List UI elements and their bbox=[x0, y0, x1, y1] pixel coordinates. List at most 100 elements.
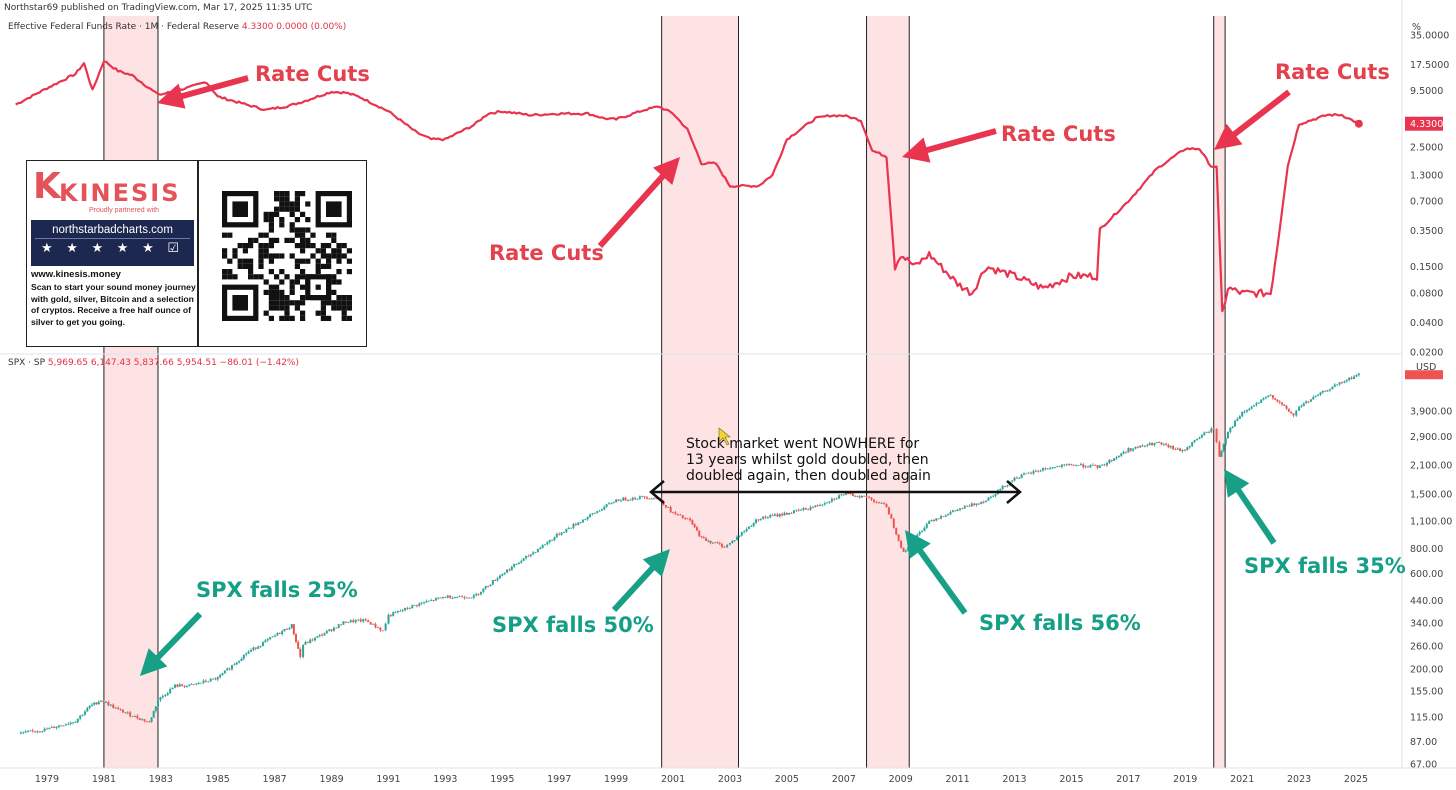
spx-candle-body bbox=[1068, 464, 1071, 465]
partner-site-badge[interactable]: northstarbadcharts.com ★ ★ ★ ★ ★ ☑ bbox=[31, 220, 194, 266]
spx-candle-body bbox=[1049, 468, 1052, 470]
rate-price-axis[interactable]: 35.0000 17.5000 9.5000 4.3300 2.5000 1.3000 0.… bbox=[1405, 31, 1449, 359]
spx-candle-body bbox=[93, 702, 96, 705]
spx-candle-body bbox=[442, 597, 445, 598]
spx-candle-body bbox=[288, 628, 291, 630]
spx-candle-body bbox=[757, 519, 760, 521]
spx-candle-body bbox=[1285, 405, 1288, 409]
spx-tick-label: 600.00 bbox=[1410, 569, 1443, 580]
spx-candle-body bbox=[764, 516, 767, 518]
rating-stars: ★ ★ ★ ★ ★ ☑ bbox=[41, 240, 184, 255]
spx-candle-body bbox=[1058, 466, 1061, 468]
rate-series-legend[interactable]: Effective Federal Funds Rate · 1M · Fede… bbox=[8, 22, 346, 32]
rate-tick-label: 0.7000 bbox=[1410, 197, 1443, 208]
spx-candle-body bbox=[404, 607, 407, 611]
spx-candle-body bbox=[532, 552, 535, 555]
spx-candle-body bbox=[475, 593, 478, 596]
spx-candle-body bbox=[313, 637, 316, 641]
spx-candle-body bbox=[276, 633, 279, 636]
spx-candle-body bbox=[698, 530, 701, 537]
spx-candle-body bbox=[1129, 448, 1132, 451]
rate-tick-label: 35.0000 bbox=[1410, 31, 1449, 42]
spx-candle-body bbox=[439, 597, 442, 599]
spx-candle-body bbox=[494, 580, 497, 581]
spx-candle-body bbox=[72, 722, 75, 724]
spx-price-axis[interactable]: 3,900.00 2,900.00 2,100.00 1,500.00 1,100.00… bbox=[1405, 370, 1452, 771]
spx-candle-body bbox=[178, 684, 181, 687]
spx-candle-body bbox=[95, 702, 98, 705]
spx-candle-body bbox=[278, 633, 281, 635]
spx-candle-body bbox=[1298, 406, 1301, 411]
spx-candle-body bbox=[1264, 397, 1267, 399]
spx-candle-body bbox=[709, 540, 712, 543]
spx-candle-body bbox=[1319, 392, 1322, 395]
spx-candle-body bbox=[1278, 401, 1281, 403]
spx-candle-body bbox=[650, 498, 653, 500]
spx-candle-body bbox=[1307, 401, 1310, 403]
time-tick-label: 2011 bbox=[946, 774, 970, 785]
spx-candle-body bbox=[1269, 395, 1272, 396]
time-tick-label: 2023 bbox=[1287, 774, 1311, 785]
spx-candle-body bbox=[762, 516, 765, 520]
spx-candle-body bbox=[877, 502, 880, 504]
spx-candle-body bbox=[648, 498, 651, 500]
spx-candle-body bbox=[174, 684, 177, 688]
sponsor-website[interactable]: www.kinesis.money bbox=[31, 269, 121, 280]
spx-candle-body bbox=[1253, 405, 1256, 407]
spx-candle-body bbox=[1127, 448, 1130, 453]
spx-candle-body bbox=[536, 549, 539, 553]
spx-candle-body bbox=[150, 717, 153, 722]
spx-tick-label: 67.00 bbox=[1410, 760, 1437, 771]
spx-candle-body bbox=[332, 627, 335, 631]
spx-candle-body bbox=[453, 597, 456, 599]
spx-candle-body bbox=[299, 648, 302, 657]
spx-series-legend[interactable]: SPX · SP 5,969.65 6,147.43 5,837.66 5,95… bbox=[8, 358, 299, 368]
spx-candle-body bbox=[22, 732, 25, 734]
spx-candle-body bbox=[1350, 377, 1353, 379]
spx-candle-body bbox=[1262, 398, 1265, 400]
spx-candle-body bbox=[335, 627, 338, 629]
spx-candle-body bbox=[702, 537, 705, 539]
spx-candle-body bbox=[586, 516, 589, 520]
recession-band bbox=[1213, 16, 1226, 768]
annotation-rate-cuts-3: Rate Cuts bbox=[1001, 122, 1116, 146]
spx-last-value-badge bbox=[1405, 370, 1443, 380]
spx-candle-body bbox=[1108, 459, 1111, 464]
spx-candle-body bbox=[460, 596, 463, 598]
spx-candle-body bbox=[1295, 410, 1298, 416]
spx-candle-body bbox=[508, 569, 511, 571]
spx-candle-body bbox=[1312, 396, 1315, 400]
rate-tick-label: 0.0400 bbox=[1410, 318, 1443, 329]
mouse-cursor-icon bbox=[718, 427, 731, 446]
spx-candle-body bbox=[975, 503, 978, 506]
spx-candle-body bbox=[736, 536, 739, 541]
spx-fall-arrow bbox=[611, 549, 670, 612]
spx-candle-body bbox=[1077, 465, 1080, 467]
sponsor-panel[interactable]: K KINESIS Proudly partnered with northst… bbox=[26, 160, 367, 347]
spx-candle-body bbox=[1331, 386, 1334, 390]
qr-code-icon[interactable] bbox=[222, 191, 352, 321]
spx-candle-body bbox=[600, 509, 603, 511]
spx-candle-body bbox=[1025, 473, 1028, 475]
spx-candle-body bbox=[413, 605, 416, 606]
spx-tick-label: 87.00 bbox=[1410, 737, 1437, 748]
spx-candle-body bbox=[895, 527, 898, 535]
spx-candle-body bbox=[684, 517, 687, 519]
spx-candle-body bbox=[1044, 468, 1047, 470]
rate-tick-label: 0.0800 bbox=[1410, 289, 1443, 300]
spx-candle-body bbox=[745, 528, 748, 532]
spx-candle-body bbox=[769, 515, 772, 518]
rate-tick-label: 0.0200 bbox=[1410, 348, 1443, 359]
spx-candle-body bbox=[833, 498, 836, 500]
spx-candle-body bbox=[1075, 465, 1078, 467]
spx-candle-body bbox=[204, 680, 207, 682]
spx-candle-body bbox=[1250, 406, 1253, 409]
spx-candle-body bbox=[1241, 411, 1244, 417]
spx-candle-body bbox=[989, 496, 992, 498]
time-axis[interactable]: 1979 1981 1983 1985 1987 1989 1991 1993 1995 1997… bbox=[35, 774, 1368, 785]
spx-candle-body bbox=[1345, 380, 1348, 382]
spx-candle-body bbox=[816, 505, 819, 507]
spx-candle-body bbox=[1340, 382, 1343, 384]
spx-candle-body bbox=[598, 510, 601, 512]
spx-candle-body bbox=[27, 731, 30, 732]
